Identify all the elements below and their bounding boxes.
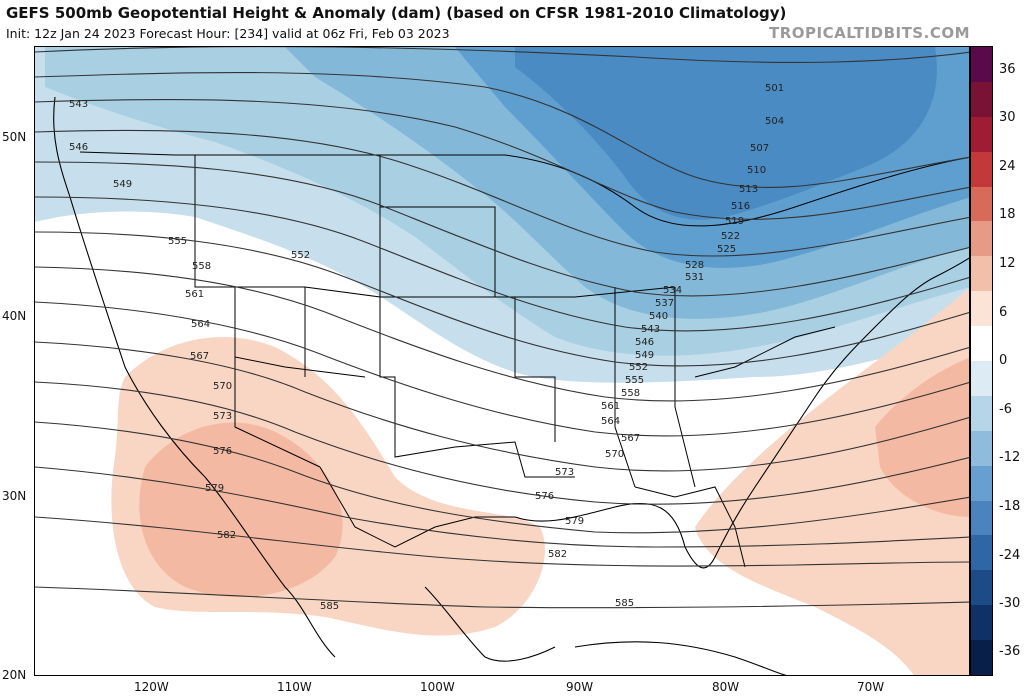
anomaly-neg-5	[515, 47, 937, 220]
colorbar-label: 12	[999, 256, 1016, 271]
colorbar-label: -12	[999, 450, 1021, 465]
colorbar-swatch	[971, 605, 992, 641]
contour-label: 579	[565, 516, 584, 527]
colorbar-swatch	[971, 500, 992, 536]
contour-label: 543	[641, 324, 660, 335]
colorbar-label: -24	[999, 548, 1021, 563]
colorbar-swatch	[971, 430, 992, 466]
contour-label: 567	[621, 433, 640, 444]
contour-label: 531	[685, 272, 704, 283]
lat-label: 30N	[2, 489, 27, 503]
colorbar-swatch	[971, 361, 992, 396]
contour-label: 507	[750, 143, 769, 154]
colorbar-swatch	[971, 640, 992, 676]
contour-label: 546	[69, 142, 88, 153]
contour-label: 585	[320, 601, 339, 612]
lat-label: 40N	[2, 309, 27, 323]
anomaly-pos-atlantic	[695, 288, 969, 675]
colorbar-swatch	[971, 291, 992, 327]
lon-label: 110W	[277, 680, 312, 694]
anomaly-pos-west-core	[139, 422, 343, 597]
contour-label: 579	[205, 483, 224, 494]
colorbar-label: 24	[999, 159, 1016, 174]
colorbar-label: 18	[999, 207, 1016, 222]
contour-label: 576	[213, 446, 232, 457]
contour-label: 564	[601, 416, 620, 427]
colorbar-label: -36	[999, 644, 1021, 659]
contour-label: 534	[663, 285, 682, 296]
chart-title: GEFS 500mb Geopotential Height & Anomaly…	[6, 4, 787, 22]
colorbar-label: 36	[999, 62, 1016, 77]
site-credit: TROPICALTIDBITS.COM	[769, 24, 970, 42]
contour-label: 549	[635, 350, 654, 361]
colorbar-swatch	[971, 221, 992, 257]
contour-label: 585	[615, 598, 634, 609]
colorbar-swatch	[971, 151, 992, 187]
lon-label: 70W	[857, 680, 885, 694]
contour-label: 558	[621, 388, 640, 399]
colorbar-swatch	[971, 570, 992, 606]
contour-label: 582	[548, 549, 567, 560]
contour-label: 510	[747, 165, 766, 176]
contour-label: 501	[765, 83, 784, 94]
contour-label: 552	[291, 250, 310, 261]
lat-label: 20N	[2, 668, 27, 682]
contour-labels-west: 543 546 549 552 555 558 561 564 567 570 …	[69, 99, 339, 612]
colorbar-swatch	[971, 535, 992, 571]
contour-label: 567	[190, 351, 209, 362]
colorbar-swatch	[971, 116, 992, 152]
colorbar-swatch	[971, 47, 992, 82]
contour-labels-east: 501 504 507 510 513 516 519 522 525 528 …	[535, 83, 784, 609]
lon-label: 100W	[420, 680, 455, 694]
colorbar-swatch	[971, 465, 992, 501]
contour-label: 570	[605, 449, 624, 460]
contour-label: 573	[213, 411, 232, 422]
contour-label: 528	[685, 260, 704, 271]
contour-label: 561	[601, 401, 620, 412]
contour-label: 513	[739, 184, 758, 195]
contour-label: 555	[625, 375, 644, 386]
contour-label: 546	[635, 337, 654, 348]
contour-label: 582	[217, 530, 236, 541]
map-svg: 501 504 507 510 513 516 519 522 525 528 …	[35, 47, 969, 675]
lat-label: 50N	[2, 130, 27, 144]
colorbar-label: -30	[999, 596, 1021, 611]
contour-label: 516	[731, 201, 750, 212]
lon-label: 90W	[566, 680, 594, 694]
contour-label: 519	[725, 216, 744, 227]
contour-label: 543	[69, 99, 88, 110]
lon-label: 80W	[712, 680, 740, 694]
map-panel: 501 504 507 510 513 516 519 522 525 528 …	[34, 46, 970, 676]
contour-label: 570	[213, 381, 232, 392]
contour-label: 573	[555, 467, 574, 478]
colorbar-swatch	[971, 256, 992, 292]
colorbar-label: -18	[999, 499, 1021, 514]
contour-label: 552	[629, 362, 648, 373]
contour-label: 564	[191, 319, 210, 330]
anomaly-colorbar	[970, 46, 993, 676]
colorbar-label: 6	[999, 305, 1008, 320]
contour-label: 537	[655, 298, 674, 309]
colorbar-swatch	[971, 395, 992, 431]
contour-label: 525	[717, 244, 736, 255]
colorbar-swatch	[971, 81, 992, 117]
contour-label: 549	[113, 179, 132, 190]
colorbar-label: 0	[999, 353, 1008, 368]
contour-label: 504	[765, 116, 784, 127]
anomaly-pos-atlantic-core	[875, 357, 969, 517]
contour-label: 522	[721, 231, 740, 242]
lon-label: 120W	[134, 680, 169, 694]
colorbar-swatch	[971, 326, 992, 362]
contour-label: 561	[185, 289, 204, 300]
height-contours	[35, 47, 969, 609]
contour-label: 555	[168, 236, 187, 247]
colorbar-label: 30	[999, 110, 1016, 125]
contour-label: 558	[192, 261, 211, 272]
contour-label: 576	[535, 491, 554, 502]
colorbar-swatch	[971, 186, 992, 222]
contour-label: 540	[649, 311, 668, 322]
init-valid-subtitle: Init: 12z Jan 24 2023 Forecast Hour: [23…	[6, 26, 450, 41]
colorbar-label: -6	[999, 402, 1012, 417]
